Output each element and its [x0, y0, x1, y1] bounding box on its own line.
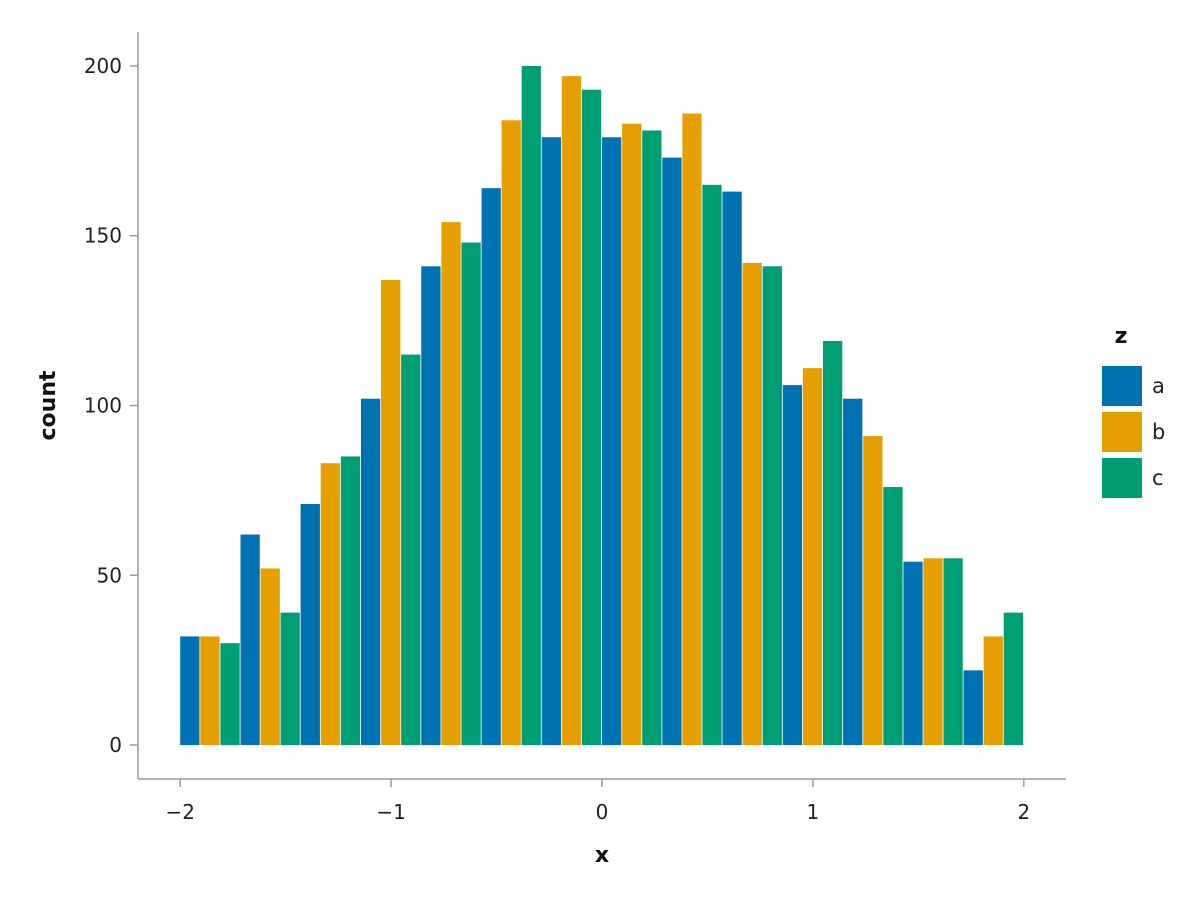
bar-a-bin-2 [300, 503, 320, 746]
y-tick-label: 0 [109, 733, 122, 757]
y-ticks: 0 50 100 150 200 [84, 54, 138, 757]
bar-b-bin-8 [682, 113, 702, 746]
legend-swatch-b [1102, 412, 1142, 452]
bar-a-bin-7 [602, 137, 622, 746]
x-ticks: −2 −1 0 1 2 [165, 779, 1030, 824]
legend-swatch-c [1102, 458, 1142, 498]
bar-a-bin-13 [963, 670, 983, 746]
legend-items: abc [1102, 366, 1165, 498]
bar-a-bin-5 [481, 188, 501, 746]
x-tick-label: 2 [1017, 800, 1030, 824]
y-tick-label: 150 [84, 224, 122, 248]
bar-c-bin-1 [280, 612, 300, 746]
bar-a-bin-3 [360, 398, 381, 746]
bar-a-bin-9 [722, 191, 742, 746]
bar-a-bin-11 [843, 398, 863, 746]
bar-b-bin-0 [200, 636, 220, 746]
bar-c-bin-2 [340, 456, 361, 746]
bar-b-bin-11 [863, 436, 883, 746]
bar-b-bin-7 [622, 123, 642, 746]
bar-c-bin-11 [883, 486, 903, 746]
y-tick-label: 100 [84, 394, 122, 418]
axes-layer: 0 50 100 150 200 −2 −1 0 1 2 [84, 32, 1066, 824]
bar-c-bin-5 [521, 65, 541, 746]
bar-c-bin-6 [581, 89, 602, 746]
bar-c-bin-4 [461, 242, 481, 746]
y-tick-label: 50 [97, 563, 122, 587]
bar-b-bin-6 [561, 76, 582, 746]
bar-b-bin-1 [260, 568, 280, 746]
legend-label-a: a [1152, 374, 1165, 398]
legend-swatch-a [1102, 366, 1142, 406]
bar-b-bin-12 [923, 558, 943, 746]
bar-c-bin-7 [642, 130, 662, 746]
bar-a-bin-6 [541, 137, 561, 746]
bars-layer [180, 65, 1024, 746]
y-tick-label: 200 [84, 54, 122, 78]
bar-b-bin-10 [802, 368, 823, 746]
bar-c-bin-0 [220, 643, 240, 746]
legend-label-b: b [1152, 420, 1165, 444]
bar-a-bin-8 [662, 157, 682, 746]
x-tick-label: −1 [376, 800, 405, 824]
bar-a-bin-1 [240, 534, 260, 746]
bar-b-bin-13 [983, 636, 1003, 746]
x-tick-label: −2 [165, 800, 194, 824]
bar-b-bin-3 [381, 279, 401, 746]
bar-c-bin-9 [762, 266, 782, 746]
bar-a-bin-10 [782, 385, 803, 746]
bar-c-bin-8 [702, 184, 722, 746]
bar-c-bin-12 [943, 558, 963, 746]
bar-b-bin-4 [441, 222, 461, 746]
bar-b-bin-2 [320, 463, 341, 746]
bar-c-bin-3 [401, 354, 421, 746]
bar-c-bin-10 [822, 340, 843, 746]
bar-b-bin-5 [501, 120, 521, 746]
legend-title: z [1115, 324, 1128, 349]
bar-a-bin-0 [180, 636, 200, 746]
legend-label-c: c [1152, 466, 1164, 490]
bar-b-bin-9 [742, 262, 762, 746]
bar-a-bin-12 [903, 561, 923, 746]
x-tick-label: 0 [596, 800, 609, 824]
bar-a-bin-4 [421, 266, 441, 746]
y-axis-title: count [36, 370, 61, 440]
bar-c-bin-13 [1003, 612, 1024, 746]
legend: z abc [1102, 324, 1165, 498]
x-axis-title: x [595, 843, 609, 868]
x-tick-label: 1 [807, 800, 820, 824]
